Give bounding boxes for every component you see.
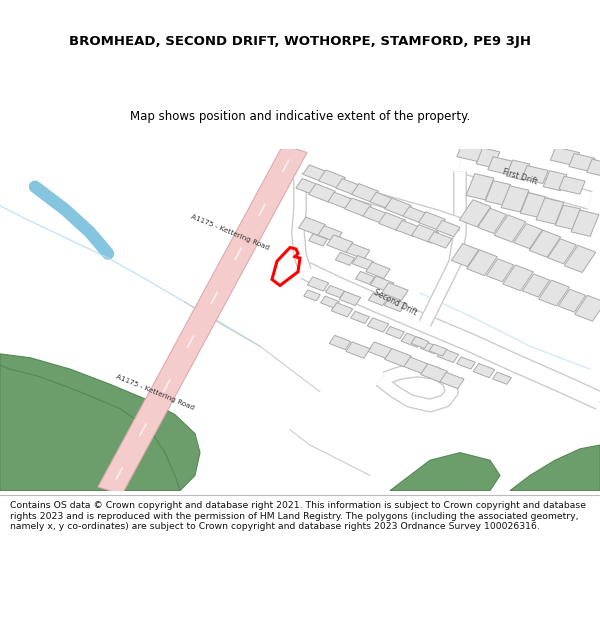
Polygon shape [478,208,506,234]
Text: Map shows position and indicative extent of the property.: Map shows position and indicative extent… [130,109,470,123]
Polygon shape [344,198,371,216]
Polygon shape [331,302,353,317]
Polygon shape [510,445,600,491]
Polygon shape [556,205,581,229]
Polygon shape [0,365,180,491]
Polygon shape [421,342,439,354]
Polygon shape [296,179,320,195]
Polygon shape [514,224,542,249]
Polygon shape [523,274,550,297]
Polygon shape [401,333,423,348]
Polygon shape [503,265,533,291]
Polygon shape [346,244,370,259]
Polygon shape [459,200,491,227]
Polygon shape [436,221,460,237]
Polygon shape [329,336,351,349]
Polygon shape [336,179,360,195]
Polygon shape [419,212,445,230]
Polygon shape [339,291,361,306]
Polygon shape [308,234,328,246]
Polygon shape [367,318,389,332]
Polygon shape [335,253,355,266]
Polygon shape [421,364,448,382]
Polygon shape [320,296,340,308]
Polygon shape [451,244,479,267]
Polygon shape [404,357,428,374]
Polygon shape [467,250,497,276]
Polygon shape [466,174,494,200]
Polygon shape [564,245,596,272]
Text: BROMHEAD, SECOND DRIFT, WOTHORPE, STAMFORD, PE9 3JH: BROMHEAD, SECOND DRIFT, WOTHORPE, STAMFO… [69,35,531,48]
Polygon shape [569,154,595,171]
Polygon shape [494,215,526,242]
Polygon shape [403,207,427,223]
Polygon shape [548,239,577,264]
Polygon shape [520,192,545,217]
Polygon shape [379,213,406,231]
Polygon shape [575,296,600,321]
Polygon shape [488,157,512,174]
Polygon shape [571,210,599,236]
Polygon shape [522,166,548,184]
Polygon shape [487,259,514,282]
Polygon shape [368,342,392,358]
Polygon shape [493,372,511,384]
Polygon shape [506,160,530,180]
Text: A1175 - Kettering Road: A1175 - Kettering Road [190,214,270,251]
Text: A1175 - Kettering Road: A1175 - Kettering Road [115,373,195,411]
Polygon shape [437,348,459,362]
Polygon shape [536,198,564,224]
Polygon shape [550,147,580,166]
Polygon shape [350,311,370,324]
Polygon shape [412,224,439,243]
Polygon shape [386,326,404,339]
Polygon shape [384,298,406,312]
Polygon shape [370,192,394,209]
Polygon shape [382,282,408,301]
Polygon shape [328,192,352,209]
Polygon shape [457,144,483,161]
Polygon shape [396,221,420,237]
Polygon shape [529,230,561,258]
Polygon shape [363,207,387,223]
Polygon shape [318,226,342,242]
Text: Contains OS data © Crown copyright and database right 2021. This information is : Contains OS data © Crown copyright and d… [10,501,586,531]
Polygon shape [559,176,585,194]
Polygon shape [352,184,379,202]
Polygon shape [307,277,329,291]
Polygon shape [411,336,429,349]
Polygon shape [327,235,353,252]
Polygon shape [587,159,600,176]
Polygon shape [346,342,370,358]
Polygon shape [501,186,529,212]
Polygon shape [457,357,475,369]
Polygon shape [390,452,500,491]
Polygon shape [355,271,374,284]
Polygon shape [303,165,327,181]
Polygon shape [429,344,447,356]
Polygon shape [370,276,394,292]
Polygon shape [428,232,452,248]
Polygon shape [473,363,495,378]
Polygon shape [366,262,390,279]
Polygon shape [385,349,412,367]
Polygon shape [299,217,325,236]
Polygon shape [326,286,344,298]
Polygon shape [476,148,500,168]
Polygon shape [440,372,464,389]
Polygon shape [352,256,374,270]
Polygon shape [0,354,200,491]
Polygon shape [559,289,586,312]
Polygon shape [308,184,335,202]
Text: First Drift: First Drift [502,168,539,186]
Polygon shape [98,145,307,494]
Polygon shape [539,280,569,306]
Polygon shape [319,170,346,188]
Polygon shape [304,290,320,301]
Polygon shape [368,292,388,306]
Polygon shape [385,198,412,216]
Polygon shape [485,181,511,205]
Polygon shape [543,171,567,191]
Text: Second Drift: Second Drift [372,288,418,317]
